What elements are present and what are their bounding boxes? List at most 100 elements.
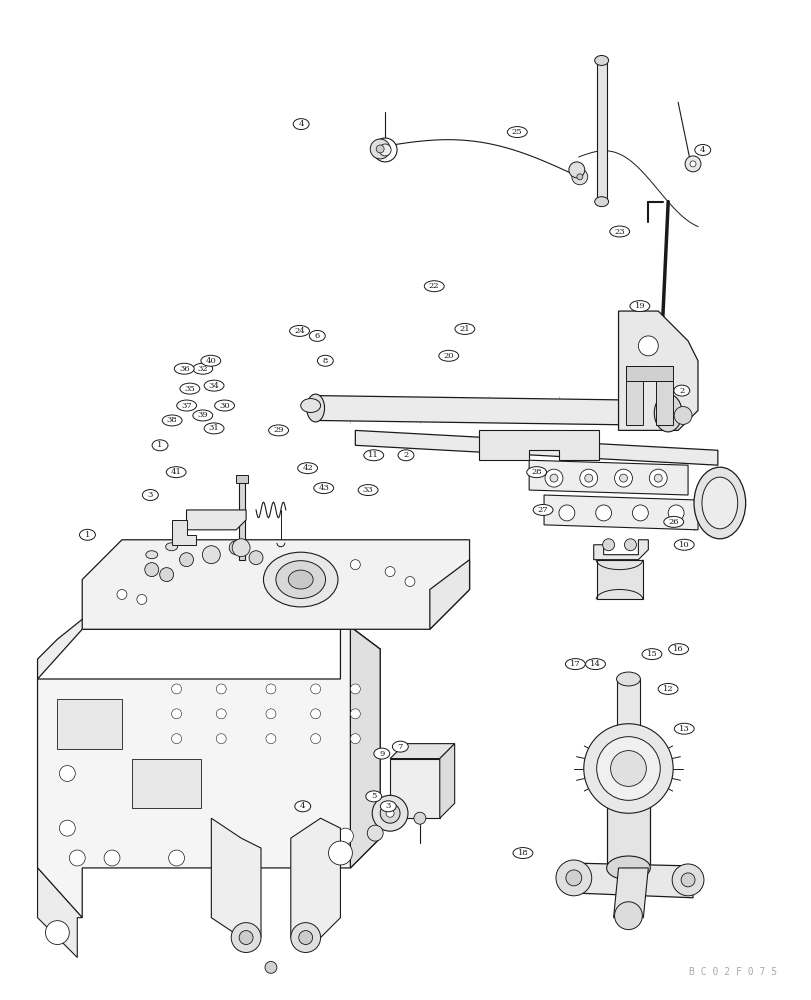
- Circle shape: [614, 469, 632, 487]
- Ellipse shape: [616, 672, 640, 686]
- Ellipse shape: [380, 801, 396, 812]
- Text: 20: 20: [443, 352, 453, 360]
- Ellipse shape: [192, 363, 212, 374]
- Text: 7: 7: [397, 743, 402, 751]
- Circle shape: [680, 873, 694, 887]
- Polygon shape: [37, 619, 380, 918]
- Circle shape: [298, 931, 312, 945]
- Text: 39: 39: [197, 411, 208, 419]
- Circle shape: [565, 870, 581, 886]
- Text: 22: 22: [428, 282, 439, 290]
- Circle shape: [216, 709, 226, 719]
- Polygon shape: [596, 560, 642, 599]
- Text: 36: 36: [178, 365, 189, 373]
- Ellipse shape: [533, 504, 552, 515]
- Circle shape: [266, 684, 276, 694]
- Circle shape: [576, 174, 582, 180]
- Ellipse shape: [204, 380, 224, 391]
- Text: 2: 2: [678, 387, 684, 395]
- Ellipse shape: [307, 394, 324, 422]
- Polygon shape: [340, 619, 380, 868]
- Ellipse shape: [177, 400, 196, 411]
- Polygon shape: [355, 430, 717, 465]
- Circle shape: [350, 734, 360, 744]
- Circle shape: [602, 539, 614, 551]
- Ellipse shape: [165, 543, 178, 551]
- Circle shape: [337, 828, 353, 844]
- Circle shape: [144, 563, 158, 577]
- Circle shape: [45, 921, 69, 945]
- Text: 42: 42: [302, 464, 312, 472]
- Circle shape: [59, 820, 75, 836]
- Polygon shape: [569, 863, 692, 898]
- Polygon shape: [389, 744, 454, 759]
- Ellipse shape: [585, 659, 605, 670]
- Text: 3: 3: [385, 802, 390, 810]
- Circle shape: [216, 684, 226, 694]
- Polygon shape: [479, 430, 598, 460]
- Text: 4: 4: [699, 146, 705, 154]
- Ellipse shape: [146, 551, 157, 559]
- Circle shape: [311, 734, 320, 744]
- Text: 3: 3: [148, 491, 152, 499]
- Ellipse shape: [192, 410, 212, 421]
- Text: 12: 12: [662, 685, 672, 693]
- Ellipse shape: [142, 490, 158, 500]
- Circle shape: [204, 548, 218, 562]
- Circle shape: [569, 162, 584, 178]
- Polygon shape: [596, 60, 606, 202]
- Circle shape: [179, 553, 193, 567]
- Polygon shape: [82, 540, 469, 629]
- Text: 4: 4: [298, 120, 303, 128]
- Circle shape: [405, 577, 414, 587]
- Polygon shape: [236, 475, 248, 483]
- Ellipse shape: [673, 539, 693, 550]
- Text: 25: 25: [512, 128, 522, 136]
- Ellipse shape: [673, 385, 689, 396]
- Ellipse shape: [268, 425, 288, 436]
- Ellipse shape: [263, 552, 337, 607]
- Circle shape: [558, 505, 574, 521]
- Circle shape: [264, 961, 277, 973]
- Circle shape: [370, 139, 389, 159]
- Circle shape: [544, 469, 562, 487]
- Polygon shape: [239, 480, 245, 560]
- Ellipse shape: [79, 529, 95, 540]
- Circle shape: [379, 144, 391, 156]
- Circle shape: [584, 474, 592, 482]
- Text: 10: 10: [678, 541, 689, 549]
- Ellipse shape: [654, 394, 681, 432]
- Ellipse shape: [701, 477, 737, 529]
- Polygon shape: [211, 818, 260, 938]
- Ellipse shape: [663, 516, 683, 527]
- Ellipse shape: [373, 748, 389, 759]
- Circle shape: [414, 812, 425, 824]
- Circle shape: [619, 474, 627, 482]
- Ellipse shape: [294, 801, 311, 812]
- Circle shape: [231, 923, 260, 952]
- Text: 41: 41: [170, 468, 182, 476]
- Circle shape: [375, 145, 384, 153]
- Text: 2: 2: [403, 451, 408, 459]
- Circle shape: [171, 684, 182, 694]
- Ellipse shape: [642, 649, 661, 660]
- Circle shape: [689, 161, 695, 167]
- Ellipse shape: [424, 281, 444, 292]
- Ellipse shape: [392, 741, 408, 752]
- Circle shape: [384, 567, 395, 577]
- Circle shape: [654, 474, 662, 482]
- Circle shape: [610, 751, 646, 786]
- Polygon shape: [429, 560, 469, 629]
- Polygon shape: [315, 396, 667, 425]
- Text: 43: 43: [318, 484, 328, 492]
- Polygon shape: [171, 520, 196, 545]
- Text: 19: 19: [633, 302, 645, 310]
- Circle shape: [571, 169, 587, 185]
- Circle shape: [171, 709, 182, 719]
- Circle shape: [684, 156, 700, 172]
- Text: 29: 29: [273, 426, 284, 434]
- Polygon shape: [606, 768, 650, 868]
- Circle shape: [69, 850, 85, 866]
- Circle shape: [233, 845, 249, 861]
- Circle shape: [673, 407, 691, 424]
